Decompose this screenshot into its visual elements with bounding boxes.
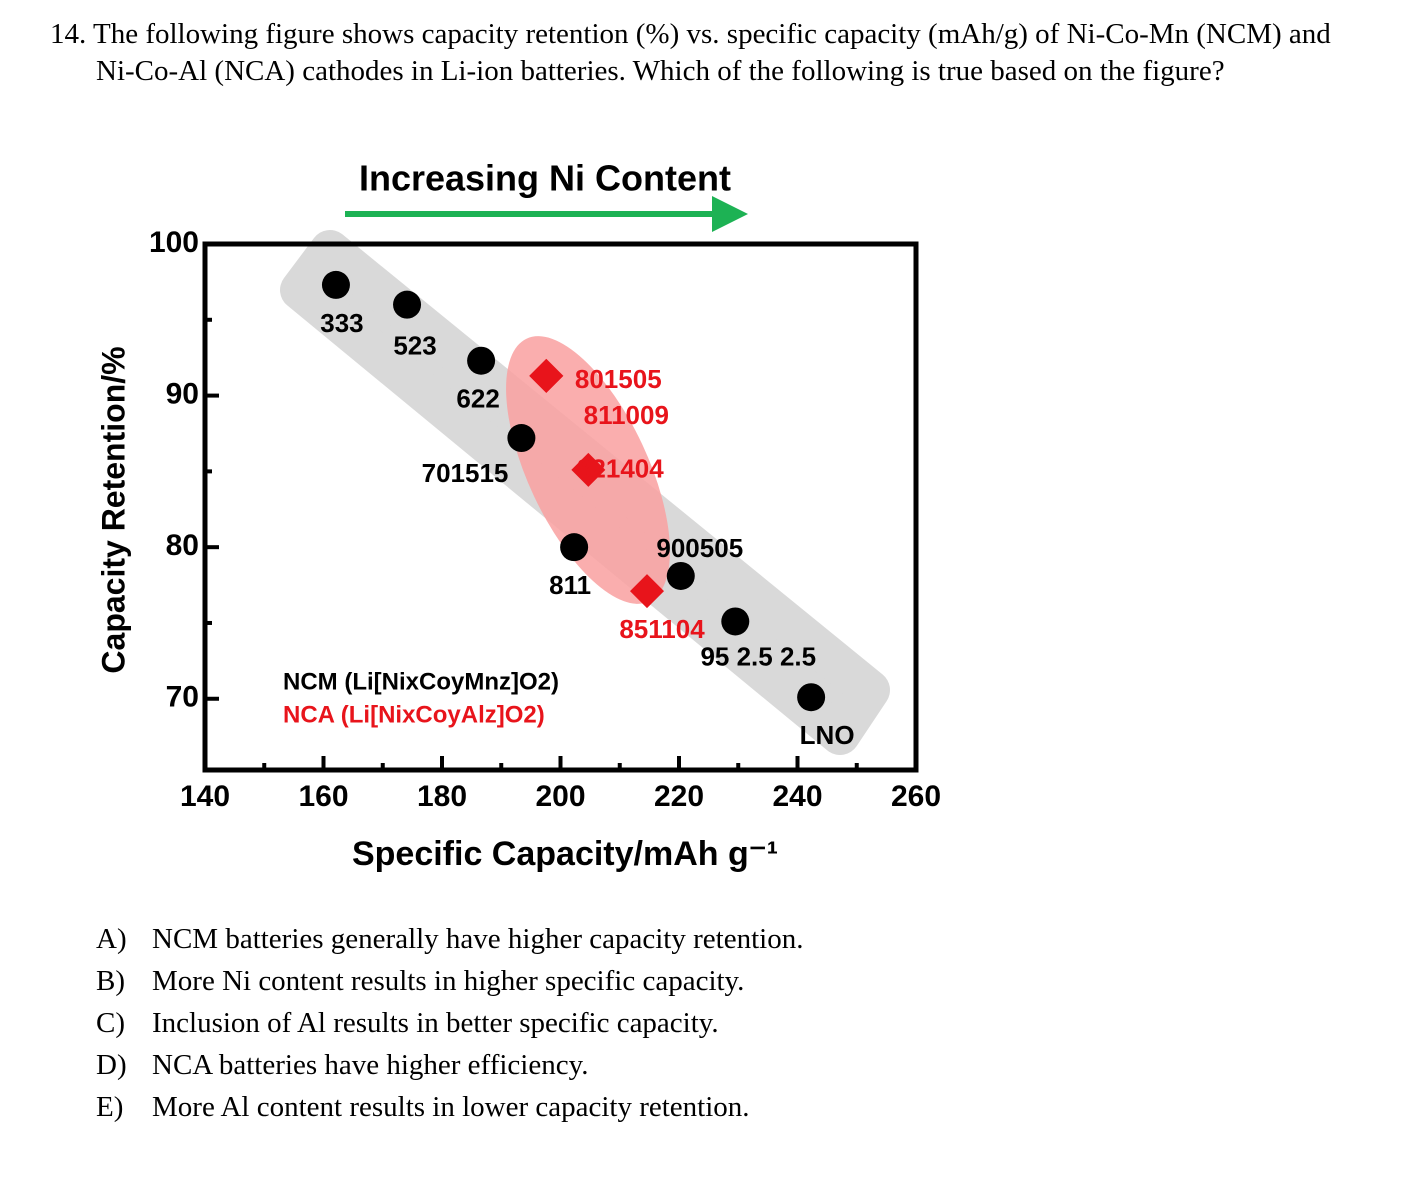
option-text: More Al content results in lower capacit… — [152, 1091, 750, 1123]
x-tick-label: 240 — [772, 780, 822, 813]
point-label: 333 — [320, 308, 363, 338]
x-tick-label: 200 — [535, 780, 585, 813]
question-number: 14. — [50, 18, 87, 50]
option-text: NCM batteries generally have higher capa… — [152, 923, 804, 955]
x-tick-label: 260 — [891, 780, 941, 813]
option-letter: D) — [96, 1049, 127, 1081]
option: B) More Ni content results in higher spec… — [96, 960, 803, 1002]
point-label: 801505 — [575, 364, 662, 394]
option-text: More Ni content results in higher specif… — [152, 965, 745, 997]
x-axis-title: Specific Capacity/mAh g⁻¹ — [352, 835, 778, 873]
point-label: LNO — [800, 720, 855, 750]
x-tick-label: 160 — [298, 780, 348, 813]
ncm-point — [721, 607, 750, 636]
annotation: Increasing Ni Content — [359, 158, 731, 199]
option-letter: C) — [96, 1007, 125, 1039]
ncm-point — [467, 346, 496, 375]
option: A) NCM batteries generally have higher ca… — [96, 918, 803, 960]
point-label: 523 — [393, 331, 436, 361]
ncm-point — [666, 561, 695, 590]
x-tick-label: 180 — [417, 780, 467, 813]
ncm-point — [797, 683, 826, 712]
option: D) NCA batteries have higher efficiency. — [96, 1044, 803, 1086]
point-label: 95 2.5 2.5 — [700, 641, 816, 671]
point-label: 811009 — [584, 400, 669, 430]
x-tick-label: 140 — [180, 780, 230, 813]
question-text: The following figure shows capacity rete… — [92, 18, 1331, 87]
y-tick-label: 100 — [149, 226, 199, 259]
options: A) NCM batteries generally have higher ca… — [96, 918, 803, 1128]
y-tick-label: 70 — [166, 681, 199, 714]
legend-ncm: NCM (Li[NixCoyMnz]O2) — [283, 668, 559, 695]
point-label: 622 — [456, 384, 499, 414]
ncm-point — [393, 290, 422, 319]
y-axis-title: Capacity Retention/% — [95, 346, 131, 673]
ncm-point — [507, 424, 536, 453]
ncm-point — [321, 270, 350, 299]
point-label: 851104 — [619, 614, 705, 644]
point-label: 900505 — [656, 533, 743, 563]
ncm-point — [560, 533, 589, 562]
legend-nca: NCA (Li[NixCoyAlz]O2) — [283, 701, 545, 728]
option: E) More Al content results in lower capac… — [96, 1086, 803, 1128]
point-label: 821404 — [577, 454, 664, 484]
option-letter: A) — [96, 923, 127, 955]
option-letter: B) — [96, 965, 125, 997]
question: 14. The following figure shows capacity … — [50, 16, 1360, 90]
option: C) Inclusion of Al results in better spec… — [96, 1002, 803, 1044]
y-tick-label: 90 — [166, 378, 199, 411]
option-text: Inclusion of Al results in better specif… — [152, 1007, 719, 1039]
option-text: NCA batteries have higher efficiency. — [152, 1049, 589, 1081]
nca-point — [529, 358, 564, 393]
chart: Increasing Ni Content Capacity Retention… — [95, 158, 941, 873]
y-tick-label: 80 — [166, 529, 199, 562]
point-label: 811 — [549, 570, 591, 600]
nca-point — [571, 452, 606, 487]
point-label: 701515 — [422, 458, 509, 488]
x-tick-label: 220 — [654, 780, 704, 813]
nca-point — [630, 574, 665, 609]
option-letter: E) — [96, 1091, 124, 1123]
